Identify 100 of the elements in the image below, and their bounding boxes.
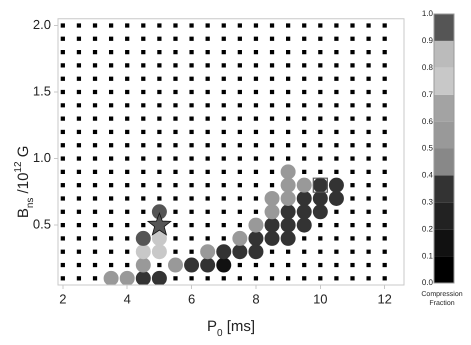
color-bar-label: 0.6 — [422, 116, 434, 126]
point — [141, 183, 146, 188]
point — [302, 76, 306, 81]
point — [125, 143, 130, 148]
color-bar-label: 0.0 — [422, 278, 434, 288]
color-bar-label: 0.3 — [422, 198, 434, 207]
point — [60, 210, 65, 214]
point — [206, 116, 210, 121]
point — [189, 76, 194, 81]
point — [382, 90, 387, 94]
point — [125, 130, 130, 134]
point — [286, 262, 290, 268]
point — [382, 170, 387, 174]
point — [238, 156, 242, 161]
x-tick-label: 12 — [377, 291, 392, 306]
point — [328, 190, 344, 206]
point — [318, 103, 322, 108]
point — [125, 50, 130, 54]
point — [184, 258, 200, 273]
point — [206, 76, 210, 81]
point — [286, 63, 290, 68]
point — [254, 210, 258, 214]
point — [125, 76, 130, 81]
point — [318, 90, 322, 94]
point — [206, 63, 210, 68]
point — [254, 143, 258, 148]
color-bar-label: 0.7 — [422, 90, 434, 99]
point — [206, 50, 210, 54]
point — [206, 90, 210, 94]
point — [382, 262, 387, 268]
point — [206, 276, 210, 280]
point — [108, 143, 114, 148]
point — [302, 236, 306, 241]
point — [76, 276, 82, 280]
point — [125, 90, 130, 94]
point — [382, 250, 387, 254]
point — [366, 170, 371, 174]
point — [60, 50, 65, 54]
point — [157, 183, 162, 188]
point — [286, 130, 290, 134]
point — [76, 183, 82, 188]
point — [366, 183, 371, 188]
point — [60, 250, 65, 254]
point — [125, 196, 130, 201]
point — [60, 90, 65, 94]
point — [60, 276, 65, 280]
point — [334, 36, 339, 41]
point — [318, 63, 322, 68]
point — [92, 36, 98, 41]
point — [238, 103, 242, 108]
point — [248, 230, 264, 246]
point — [254, 36, 258, 41]
point — [270, 36, 274, 41]
point — [382, 183, 387, 188]
point — [136, 244, 151, 260]
point — [286, 276, 290, 280]
point — [108, 103, 114, 108]
point — [76, 170, 82, 174]
point — [382, 63, 387, 68]
point — [222, 36, 226, 41]
point — [222, 63, 226, 68]
point — [173, 210, 178, 214]
point — [173, 143, 178, 148]
point — [120, 270, 135, 285]
point — [318, 130, 322, 134]
point — [334, 143, 339, 148]
point — [382, 156, 387, 161]
point — [60, 76, 65, 81]
point — [238, 210, 242, 214]
point — [334, 170, 339, 174]
point — [238, 36, 242, 41]
point — [232, 244, 248, 260]
point — [92, 250, 98, 254]
point — [238, 90, 242, 94]
point — [270, 143, 274, 148]
point — [286, 156, 290, 161]
point — [286, 23, 290, 28]
point — [92, 276, 98, 280]
point — [254, 76, 258, 81]
point — [222, 222, 226, 228]
point — [318, 50, 322, 54]
point — [334, 76, 339, 81]
point — [286, 90, 290, 94]
point — [189, 170, 194, 174]
point — [334, 250, 339, 254]
point — [60, 222, 65, 228]
point — [334, 210, 339, 214]
point — [222, 170, 226, 174]
point — [206, 196, 210, 201]
point — [302, 23, 306, 28]
point — [125, 156, 130, 161]
point — [108, 183, 114, 188]
color-bar-label: 0.5 — [422, 144, 434, 153]
point — [318, 76, 322, 81]
point — [222, 90, 226, 94]
color-bar-label: 0.1 — [422, 251, 434, 260]
point — [248, 244, 264, 260]
point — [280, 178, 296, 193]
point — [302, 36, 306, 41]
point — [60, 183, 65, 188]
